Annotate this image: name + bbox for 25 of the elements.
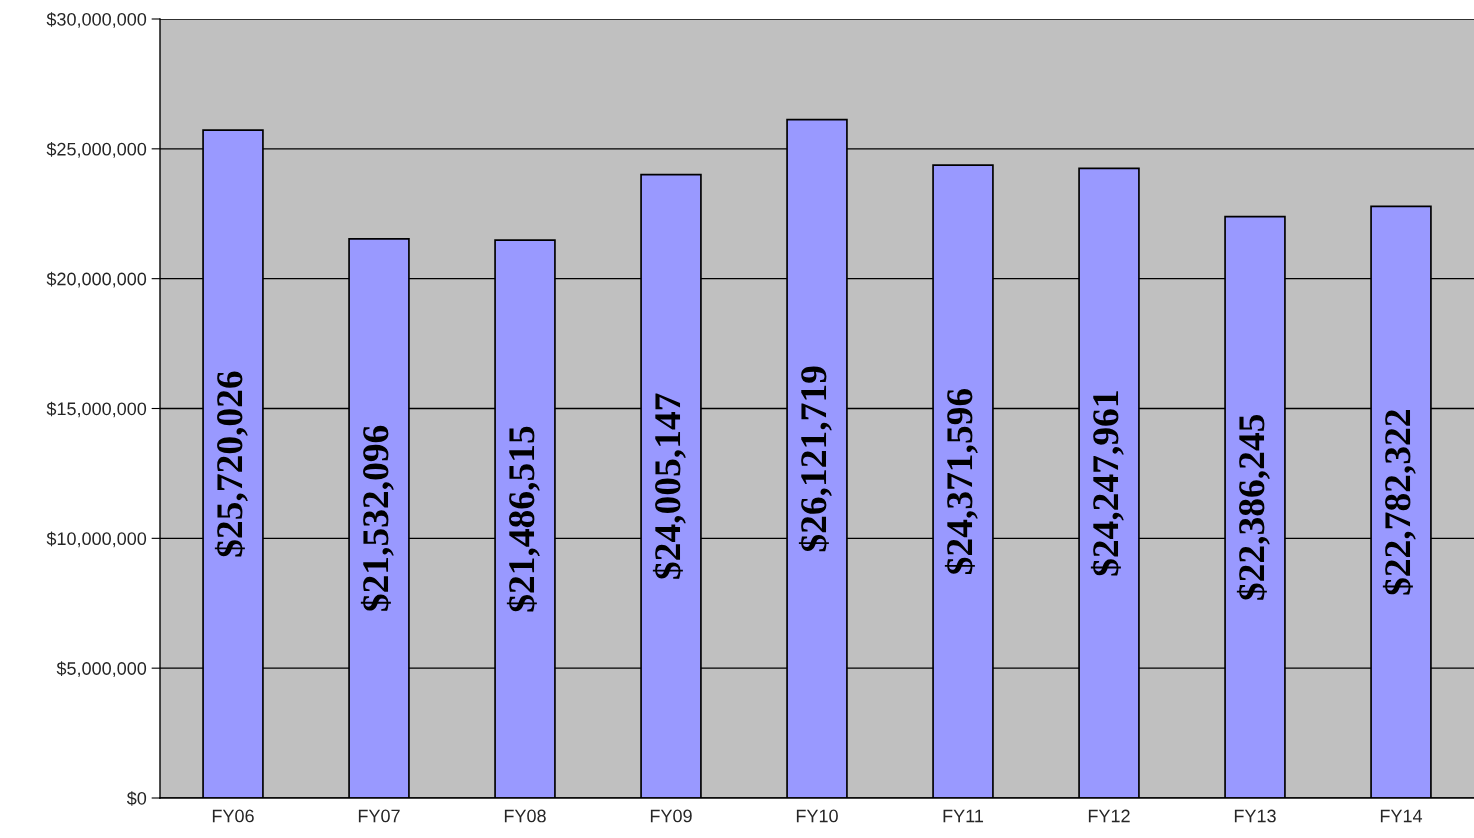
x-tick-label: FY13 [1234,809,1276,823]
x-tick-label: FY14 [1380,809,1423,823]
y-tick-label: $15,000,000 [46,401,147,418]
data-label: $24,247,961 [1090,391,1124,576]
x-tick-label: FY11 [943,809,984,823]
data-label: $24,371,596 [944,388,978,574]
y-tick-label: $30,000,000 [46,12,147,28]
y-tick-label: $5,000,000 [56,661,147,678]
x-tick-label: FY07 [358,809,400,823]
data-label: $21,486,515 [506,426,540,612]
y-tick-label: $25,000,000 [46,142,147,158]
data-label: $22,782,322 [1382,410,1416,595]
data-label: $26,121,719 [798,366,832,552]
x-tick-label: FY08 [504,809,546,823]
x-tick-label: FY10 [796,809,838,823]
data-label: $25,720,026 [214,371,248,557]
y-tick-label: $0 [126,791,147,806]
y-tick-label: $10,000,000 [46,531,147,548]
x-tick-label: FY06 [212,809,254,823]
data-label: $24,005,147 [652,393,686,579]
y-tick-label: $20,000,000 [46,271,147,288]
data-label: $22,386,245 [1236,414,1270,600]
x-tick-label: FY12 [1088,809,1130,823]
x-tick-label: FY09 [650,809,692,823]
data-label: $21,532,096 [360,425,394,611]
